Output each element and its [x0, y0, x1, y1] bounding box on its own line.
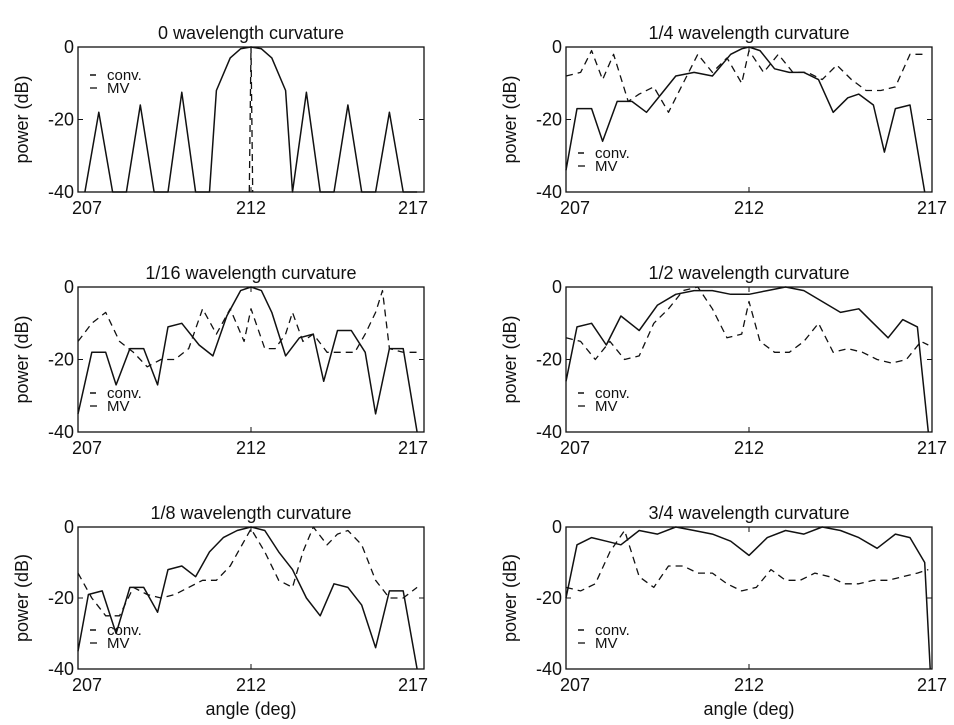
y-axis-label: power (dB)	[12, 315, 32, 403]
x-tick-label: 207	[72, 438, 102, 458]
x-tick-label: 212	[734, 438, 764, 458]
x-tick-label: 217	[917, 198, 947, 218]
y-tick-label: -20	[536, 350, 562, 370]
chart-title: 1/4 wavelength curvature	[648, 23, 849, 43]
y-axis-label: power (dB)	[500, 75, 520, 163]
x-tick-label: 217	[917, 438, 947, 458]
series-line-conv	[565, 46, 926, 193]
x-axis-label: angle (deg)	[205, 699, 296, 719]
y-tick-label: -20	[536, 110, 562, 130]
series-line-conv	[565, 286, 930, 433]
x-tick-label: 212	[734, 198, 764, 218]
x-tick-label: 212	[236, 675, 266, 695]
y-tick-label: -40	[48, 422, 74, 442]
x-tick-label: 217	[398, 675, 428, 695]
y-tick-label: -20	[48, 588, 74, 608]
x-tick-label: 207	[560, 675, 590, 695]
series-line-mv	[565, 529, 929, 592]
y-tick-label: 0	[64, 277, 74, 297]
legend-label: MV	[107, 635, 130, 652]
legend-label: conv.	[107, 385, 142, 402]
axes-frame	[77, 526, 425, 670]
x-axis-label: angle (deg)	[703, 699, 794, 719]
y-tick-label: -40	[536, 182, 562, 202]
x-tick-label: 217	[917, 675, 947, 695]
chart-title: 1/2 wavelength curvature	[648, 263, 849, 283]
y-tick-label: -40	[48, 659, 74, 679]
x-tick-label: 207	[72, 675, 102, 695]
y-tick-label: -20	[48, 110, 74, 130]
legend-label: conv.	[107, 622, 142, 639]
series-line-conv	[77, 526, 418, 670]
chart-title: 1/8 wavelength curvature	[150, 503, 351, 523]
x-tick-label: 212	[236, 198, 266, 218]
y-tick-label: 0	[64, 37, 74, 57]
x-tick-label: 207	[560, 438, 590, 458]
series-line-mv	[565, 286, 929, 364]
y-axis-label: power (dB)	[12, 554, 32, 642]
x-tick-label: 212	[734, 675, 764, 695]
series-line-conv	[565, 526, 931, 670]
legend-label: conv.	[595, 145, 630, 162]
chart-title: 3/4 wavelength curvature	[648, 503, 849, 523]
x-tick-label: 217	[398, 438, 428, 458]
legend-label: conv.	[107, 67, 142, 84]
x-tick-label: 217	[398, 198, 428, 218]
y-tick-label: 0	[552, 517, 562, 537]
y-tick-label: 0	[552, 277, 562, 297]
y-tick-label: -40	[48, 182, 74, 202]
chart-title: 0 wavelength curvature	[158, 23, 344, 43]
x-tick-label: 207	[560, 198, 590, 218]
x-tick-label: 207	[72, 198, 102, 218]
y-axis-label: power (dB)	[500, 554, 520, 642]
legend-label: MV	[107, 80, 130, 97]
y-tick-label: -40	[536, 659, 562, 679]
y-tick-label: 0	[64, 517, 74, 537]
series-line-mv	[248, 46, 254, 193]
y-tick-label: 0	[552, 37, 562, 57]
legend-label: conv.	[595, 622, 630, 639]
chart-title: 1/16 wavelength curvature	[145, 263, 356, 283]
y-tick-label: -20	[48, 350, 74, 370]
y-tick-label: -40	[536, 422, 562, 442]
y-tick-label: -20	[536, 588, 562, 608]
y-axis-label: power (dB)	[500, 315, 520, 403]
series-line-mv	[565, 49, 925, 113]
legend-label: MV	[595, 158, 618, 175]
legend-label: conv.	[595, 385, 630, 402]
y-axis-label: power (dB)	[12, 75, 32, 163]
legend-label: MV	[595, 398, 618, 415]
legend-label: MV	[107, 398, 130, 415]
series-line-mv	[77, 526, 418, 617]
series-line-conv	[77, 286, 418, 433]
x-tick-label: 212	[236, 438, 266, 458]
series-line-mv	[77, 289, 418, 368]
legend-label: MV	[595, 635, 618, 652]
